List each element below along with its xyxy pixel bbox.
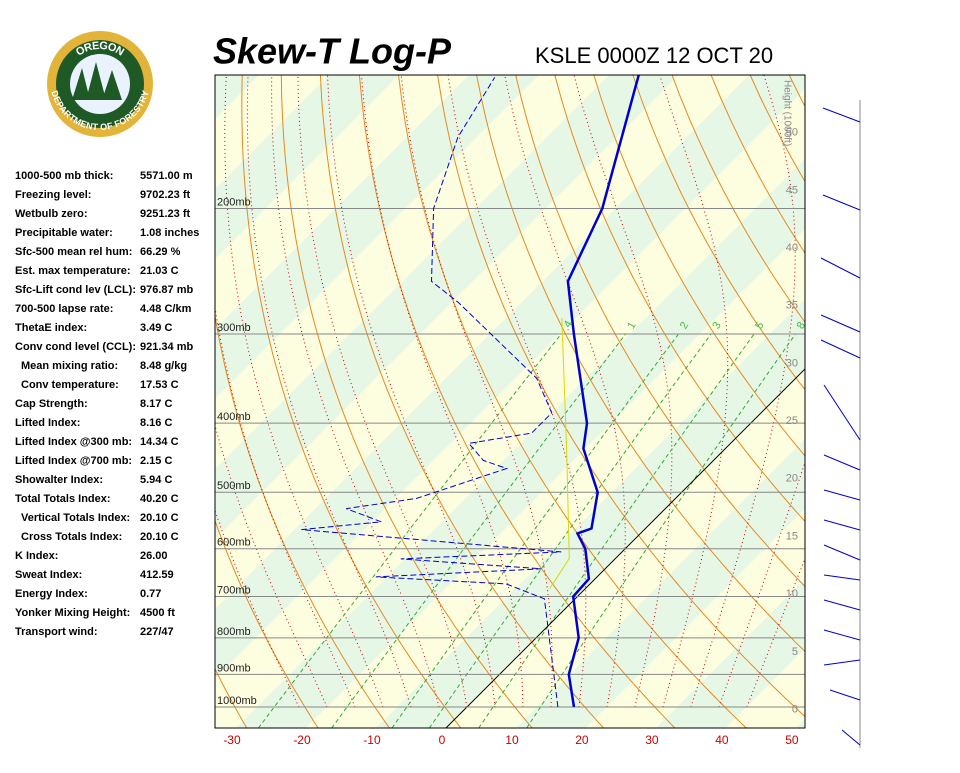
stat-label: Est. max temperature:	[15, 265, 131, 277]
stat-value: 9251.23 ft	[140, 208, 190, 220]
stat-value: 8.48 g/kg	[140, 360, 187, 372]
dry-adiabat	[789, 75, 960, 728]
stat-label: Cap Strength:	[15, 398, 88, 410]
stat-value: 3.49 C	[140, 322, 172, 334]
x-tick-label: -20	[293, 733, 311, 747]
stat-label: Energy Index:	[15, 588, 88, 600]
x-tick-label: -30	[223, 733, 241, 747]
x-tick-label: 30	[645, 733, 659, 747]
stat-value: 9702.23 ft	[140, 189, 190, 201]
dry-adiabat	[867, 75, 960, 728]
stat-value: 4.48 C/km	[140, 303, 192, 315]
stat-label: Vertical Totals Index:	[21, 512, 130, 524]
x-tick-label: 0	[439, 733, 446, 747]
stat-label: Sweat Index:	[15, 569, 82, 581]
y-tick-label: 300mb	[217, 322, 251, 334]
stat-label: Transport wind:	[15, 626, 98, 638]
y-tick-label: 1000mb	[217, 695, 257, 707]
y2-tick-label: 25	[786, 415, 798, 427]
y2-tick-label: 5	[792, 646, 798, 658]
chart-subtitle: KSLE 0000Z 12 OCT 20	[535, 43, 773, 68]
x-tick-label: 20	[575, 733, 589, 747]
stat-value: 20.10 C	[140, 531, 179, 543]
stat-label: Wetbulb zero:	[15, 208, 88, 220]
stat-label: Lifted Index @700 mb:	[15, 455, 132, 467]
dry-adiabat	[828, 75, 960, 728]
stat-label: Cross Totals Index:	[21, 531, 122, 543]
y2-tick-label: 0	[792, 703, 798, 715]
y2-tick-label: 10	[786, 588, 798, 600]
stat-label: Sfc-500 mean rel hum:	[15, 246, 132, 258]
stat-value: 8.17 C	[140, 398, 172, 410]
y2-tick-label: 45	[786, 184, 798, 196]
chart-title: Skew-T Log-P	[213, 31, 452, 72]
stat-label: Conv temperature:	[21, 379, 119, 391]
x-tick-label: 40	[715, 733, 729, 747]
y-tick-label: 700mb	[217, 584, 251, 596]
stat-value: 14.34 C	[140, 436, 179, 448]
wind-barbs	[821, 100, 860, 748]
stat-label: Lifted Index:	[15, 417, 80, 429]
stat-value: 20.10 C	[140, 512, 179, 524]
y2-tick-label: 15	[786, 530, 798, 542]
stat-label: 1000-500 mb thick:	[15, 170, 113, 182]
stat-value: 4500 ft	[140, 607, 175, 619]
stat-value: 5571.00 m	[140, 170, 193, 182]
y2-axis-label: Height (1000ft)	[781, 80, 792, 146]
isotherm	[796, 75, 960, 728]
stat-label: Total Totals Index:	[15, 493, 111, 505]
x-tick-label: 50	[785, 733, 799, 747]
dry-adiabat	[946, 75, 960, 728]
temperature-band	[796, 75, 960, 728]
stat-label: Sfc-Lift cond lev (LCL):	[15, 284, 136, 296]
stat-value: 8.16 C	[140, 417, 172, 429]
x-tick-label: 10	[505, 733, 519, 747]
wind-barb-shafts	[821, 108, 860, 745]
stat-value: 412.59	[140, 569, 174, 581]
y-tick-label: 600mb	[217, 537, 251, 549]
stat-label: Mean mixing ratio:	[21, 360, 118, 372]
stat-value: 21.03 C	[140, 265, 179, 277]
stat-value: 5.94 C	[140, 474, 172, 486]
stat-label: ThetaE index:	[15, 322, 87, 334]
y-tick-label: 800mb	[217, 626, 251, 638]
y2-tick-label: 30	[786, 357, 798, 369]
stat-value: 1.08 inches	[140, 227, 199, 239]
stat-value: 26.00	[140, 550, 168, 562]
x-tick-label: -10	[363, 733, 381, 747]
stat-label: Lifted Index @300 mb:	[15, 436, 132, 448]
stat-value: 921.34 mb	[140, 341, 193, 353]
stat-label: Precipitable water:	[15, 227, 113, 239]
stat-value: 40.20 C	[140, 493, 179, 505]
y2-tick-label: 35	[786, 300, 798, 312]
stats: 1000-500 mb thick: 5571.00 m Freezing leve…	[15, 170, 199, 638]
y-tick-label: 200mb	[217, 196, 251, 208]
stat-value: 17.53 C	[140, 379, 179, 391]
stat-label: 700-500 lapse rate:	[15, 303, 113, 315]
dry-adiabat	[907, 75, 960, 728]
y-tick-label: 400mb	[217, 411, 251, 423]
stat-label: Conv cond level (CCL):	[15, 341, 136, 353]
stat-value: 66.29 %	[140, 246, 181, 258]
stat-value: 976.87 mb	[140, 284, 193, 296]
logo: OREGON DEPARTMENT OF FORESTRY	[47, 31, 153, 137]
y-tick-label: 900mb	[217, 662, 251, 674]
stat-label: Freezing level:	[15, 189, 91, 201]
stat-value: 227/47	[140, 626, 174, 638]
y2-tick-label: 20	[786, 473, 798, 485]
y2-tick-label: 40	[786, 242, 798, 254]
stat-label: Showalter Index:	[15, 474, 103, 486]
stat-label: K Index:	[15, 550, 58, 562]
stat-value: 2.15 C	[140, 455, 172, 467]
stat-label: Yonker Mixing Height:	[15, 607, 130, 619]
stat-value: 0.77	[140, 588, 161, 600]
y-tick-label: 500mb	[217, 480, 251, 492]
